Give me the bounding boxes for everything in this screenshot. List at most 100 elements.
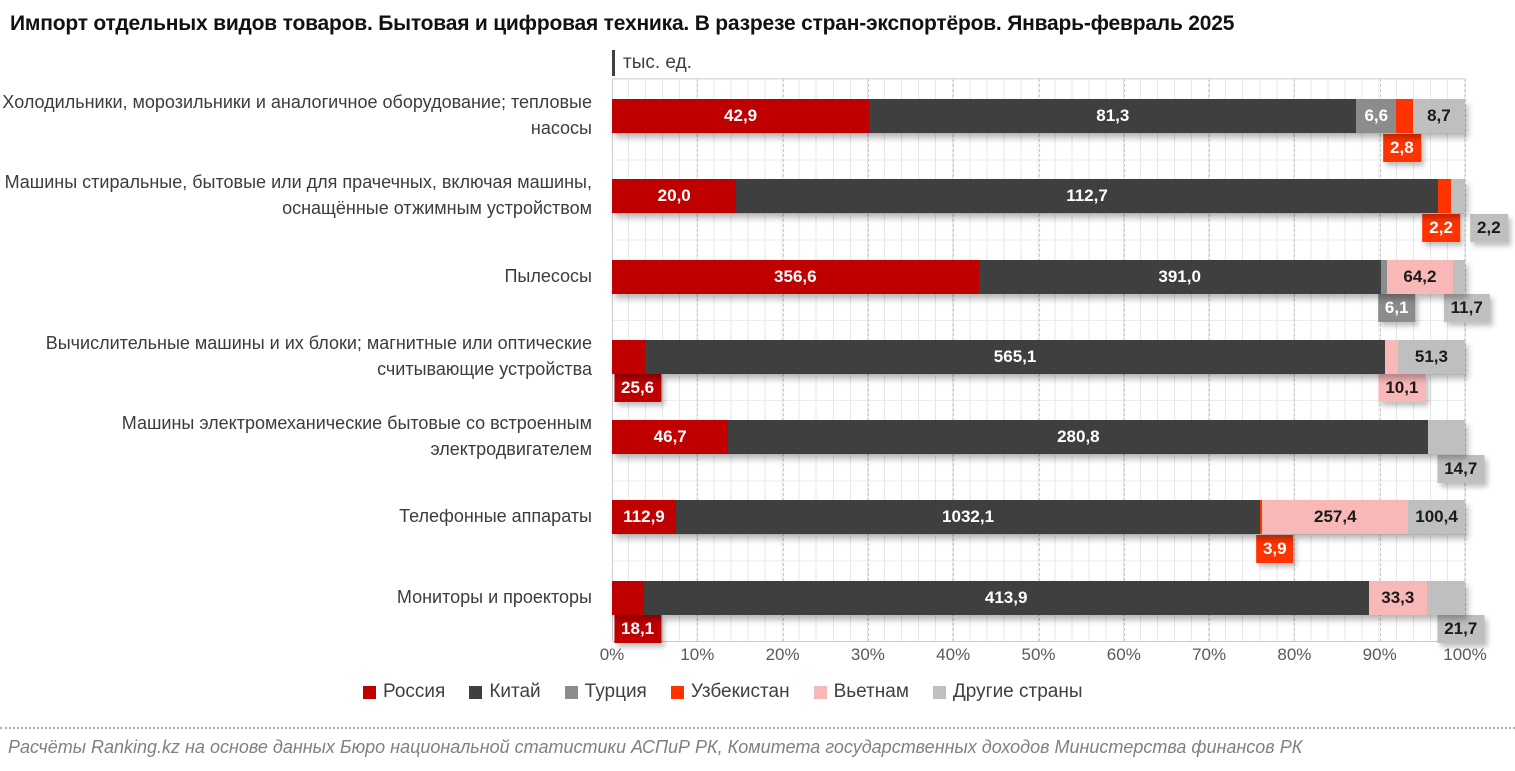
legend-item: Китай xyxy=(469,681,541,703)
x-tick: 20% xyxy=(765,645,800,664)
callout-label: 6,1 xyxy=(1377,294,1416,323)
legend-swatch-icon xyxy=(363,685,376,699)
legend-item: Вьетнам xyxy=(813,681,909,703)
bar-segment-label: 64,2 xyxy=(1403,266,1437,286)
bar-segment xyxy=(1380,259,1387,294)
bar-segment: 33,3 xyxy=(1368,580,1427,615)
bar-segment: 81,3 xyxy=(869,99,1357,133)
bar-segment: 565,1 xyxy=(645,339,1385,374)
gridline-100% xyxy=(1465,79,1466,641)
bar-segment-label: 280,8 xyxy=(1057,427,1100,447)
bar-segment-label: 565,1 xyxy=(993,346,1037,366)
bar-segment xyxy=(1428,420,1465,455)
callout-label: 18,1 xyxy=(614,615,662,644)
callout-label: 21,7 xyxy=(1437,615,1485,644)
bar-segment xyxy=(1437,179,1452,214)
bar-segment xyxy=(1396,99,1413,133)
callout-label: 14,7 xyxy=(1437,454,1485,483)
bar-row: 413,9 33,3 xyxy=(612,580,1465,615)
bar-segment: 257,4 xyxy=(1262,500,1409,535)
x-tick: 40% xyxy=(936,645,971,664)
legend-swatch-icon xyxy=(670,685,684,699)
legend-label: Вьетнам xyxy=(833,681,909,702)
category-label: Холодильники, морозильники и аналогичное… xyxy=(2,92,592,138)
x-tick: 30% xyxy=(850,645,885,664)
bar-segment: 1032,1 xyxy=(675,500,1261,535)
legend-item: Другие страны xyxy=(932,681,1083,703)
callout-label: 11,7 xyxy=(1443,294,1490,323)
y-axis-stub xyxy=(612,50,615,76)
legend-label: Другие страны xyxy=(952,681,1083,702)
x-tick: 80% xyxy=(1277,645,1312,664)
plot-area: 2,8 42,9 81,3 6,6 8,7 2,2 2,2 20,0 112,7 6,1 11,7 3… xyxy=(612,78,1508,644)
callout-label: 2,2 xyxy=(1422,213,1460,242)
x-tick: 90% xyxy=(1362,645,1397,664)
x-tick: 70% xyxy=(1192,645,1227,664)
separator-dotted xyxy=(0,727,1515,729)
bar-segment-label: 257,4 xyxy=(1313,507,1357,527)
bar-row: 356,6 391,0 64,2 xyxy=(612,259,1465,294)
callout-label: 3,9 xyxy=(1255,534,1294,563)
bar-row: 20,0 112,7 xyxy=(612,179,1465,214)
bar-segment: 8,7 xyxy=(1412,99,1465,133)
bar-segment xyxy=(612,339,646,374)
bar-segment-label: 20,0 xyxy=(657,186,691,206)
legend-swatch-icon xyxy=(469,685,483,699)
legend-item: Узбекистан xyxy=(670,681,790,703)
category-label: Пылесосы xyxy=(504,265,592,286)
bar-segment: 64,2 xyxy=(1386,259,1453,294)
bar-segment: 51,3 xyxy=(1397,339,1465,374)
legend: Россия Китай Турция Узбекистан Вьетнам Другие… xyxy=(363,681,1083,703)
bar-segment-label: 51,3 xyxy=(1414,346,1448,366)
bar-segment-label: 391,0 xyxy=(1158,266,1201,286)
bar-segment-label: 100,4 xyxy=(1415,507,1458,527)
bar-segment xyxy=(1451,179,1465,214)
bar-segment: 6,6 xyxy=(1356,99,1397,133)
callout-label: 2,8 xyxy=(1383,133,1421,162)
bar-segment: 20,0 xyxy=(612,179,737,214)
x-tick: 0% xyxy=(599,645,625,664)
legend-label: Китай xyxy=(489,681,541,702)
bar-segment xyxy=(1452,259,1465,294)
bar-segment-label: 6,6 xyxy=(1364,106,1389,125)
bar-segment-label: 33,3 xyxy=(1381,587,1415,607)
bar-segment xyxy=(1260,500,1263,535)
bar-segment: 391,0 xyxy=(978,259,1381,294)
legend-item: Россия xyxy=(363,681,445,703)
callout-label: 2,2 xyxy=(1470,213,1508,242)
bar-segment xyxy=(1384,339,1398,374)
legend-swatch-icon xyxy=(813,685,827,699)
bar-segment-label: 46,7 xyxy=(653,427,687,447)
x-tick: 10% xyxy=(680,645,715,664)
bar-row: 565,1 51,3 xyxy=(612,339,1465,374)
callout-label: 25,6 xyxy=(614,374,662,403)
legend-label: Узбекистан xyxy=(690,681,790,702)
bar-segment: 112,9 xyxy=(612,500,676,535)
bar-segment: 356,6 xyxy=(612,259,979,294)
bar-segment-label: 112,7 xyxy=(1066,186,1108,206)
bar-segment-label: 42,9 xyxy=(724,106,758,125)
bar-segment-label: 413,9 xyxy=(984,587,1028,607)
bar-segment-label: 1032,1 xyxy=(942,507,995,527)
bar-segment: 280,8 xyxy=(728,420,1429,455)
legend-label: Россия xyxy=(383,681,446,702)
bar-segment: 42,9 xyxy=(612,99,870,133)
callout-label: 10,1 xyxy=(1378,374,1426,403)
bar-segment: 112,7 xyxy=(736,179,1438,214)
bar-row: 46,7 280,8 xyxy=(612,420,1465,455)
category-label: Телефонные аппараты xyxy=(399,506,592,527)
bar-segment: 100,4 xyxy=(1408,500,1465,535)
bar-segment xyxy=(612,580,644,615)
bar-row: 112,9 1032,1 257,4 100,4 xyxy=(612,500,1465,535)
legend-item: Турция xyxy=(564,681,647,703)
unit-label: тыс. ед. xyxy=(623,52,692,73)
category-label: Машины стиральные, бытовые или для праче… xyxy=(4,172,592,219)
bar-segment: 413,9 xyxy=(643,580,1369,615)
legend-label: Турция xyxy=(584,681,647,702)
bar-segment-label: 112,9 xyxy=(623,507,665,527)
bar-segment-label: 81,3 xyxy=(1096,106,1130,125)
bar-segment: 46,7 xyxy=(612,420,729,455)
x-tick: 50% xyxy=(1021,645,1056,664)
y-axis-unit: тыс. ед. xyxy=(612,50,692,76)
bar-segment-label: 8,7 xyxy=(1427,106,1451,125)
